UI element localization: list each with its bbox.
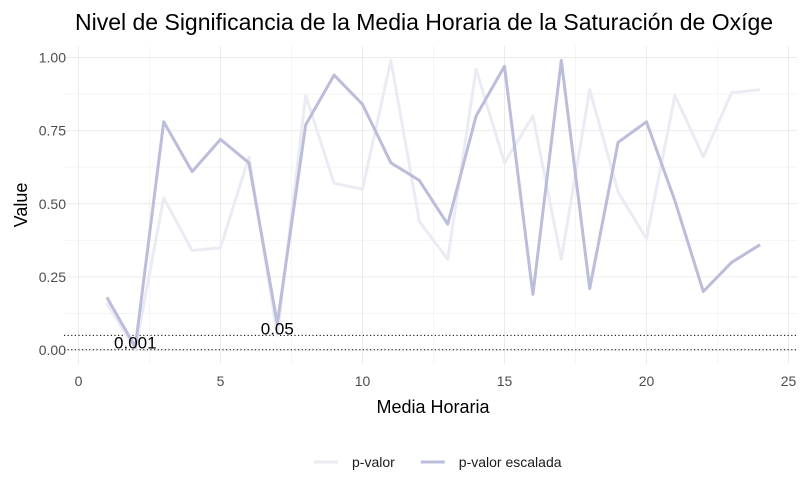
reference-lines xyxy=(64,334,797,351)
y-tick-label: 0.75 xyxy=(39,123,66,139)
legend-label-1: p-valor xyxy=(352,454,395,470)
y-tick-label: 0.50 xyxy=(39,196,66,212)
x-tick-label: 15 xyxy=(497,373,513,389)
x-tick-label: 10 xyxy=(355,373,371,389)
y-tick-label: 0.00 xyxy=(39,342,66,358)
legend: p-valor p-valor escalada xyxy=(314,454,562,470)
y-tick-label: 1.00 xyxy=(39,50,66,66)
y-axis-title: Value xyxy=(11,183,31,228)
y-axis-ticks: 0.00 0.25 0.50 0.75 1.00 xyxy=(39,50,66,359)
reference-label: 0.05 xyxy=(261,319,294,338)
series-lines xyxy=(105,58,761,352)
x-tick-label: 25 xyxy=(781,373,797,389)
x-axis-ticks: 0 5 10 15 20 25 xyxy=(75,373,797,389)
series-line-2 xyxy=(105,58,761,349)
y-tick-label: 0.25 xyxy=(39,269,66,285)
reference-label: 0.001 xyxy=(114,334,157,353)
grid xyxy=(64,46,797,364)
x-tick-label: 0 xyxy=(75,373,83,389)
reference-labels: 0.001 0.05 xyxy=(114,319,294,352)
legend-label-2: p-valor escalada xyxy=(459,454,562,470)
x-tick-label: 20 xyxy=(639,373,655,389)
series-line-1 xyxy=(105,58,761,352)
x-tick-label: 5 xyxy=(217,373,225,389)
chart-title: Nivel de Significancia de la Media Horar… xyxy=(75,9,773,35)
x-axis-title: Media Horaria xyxy=(376,397,490,417)
